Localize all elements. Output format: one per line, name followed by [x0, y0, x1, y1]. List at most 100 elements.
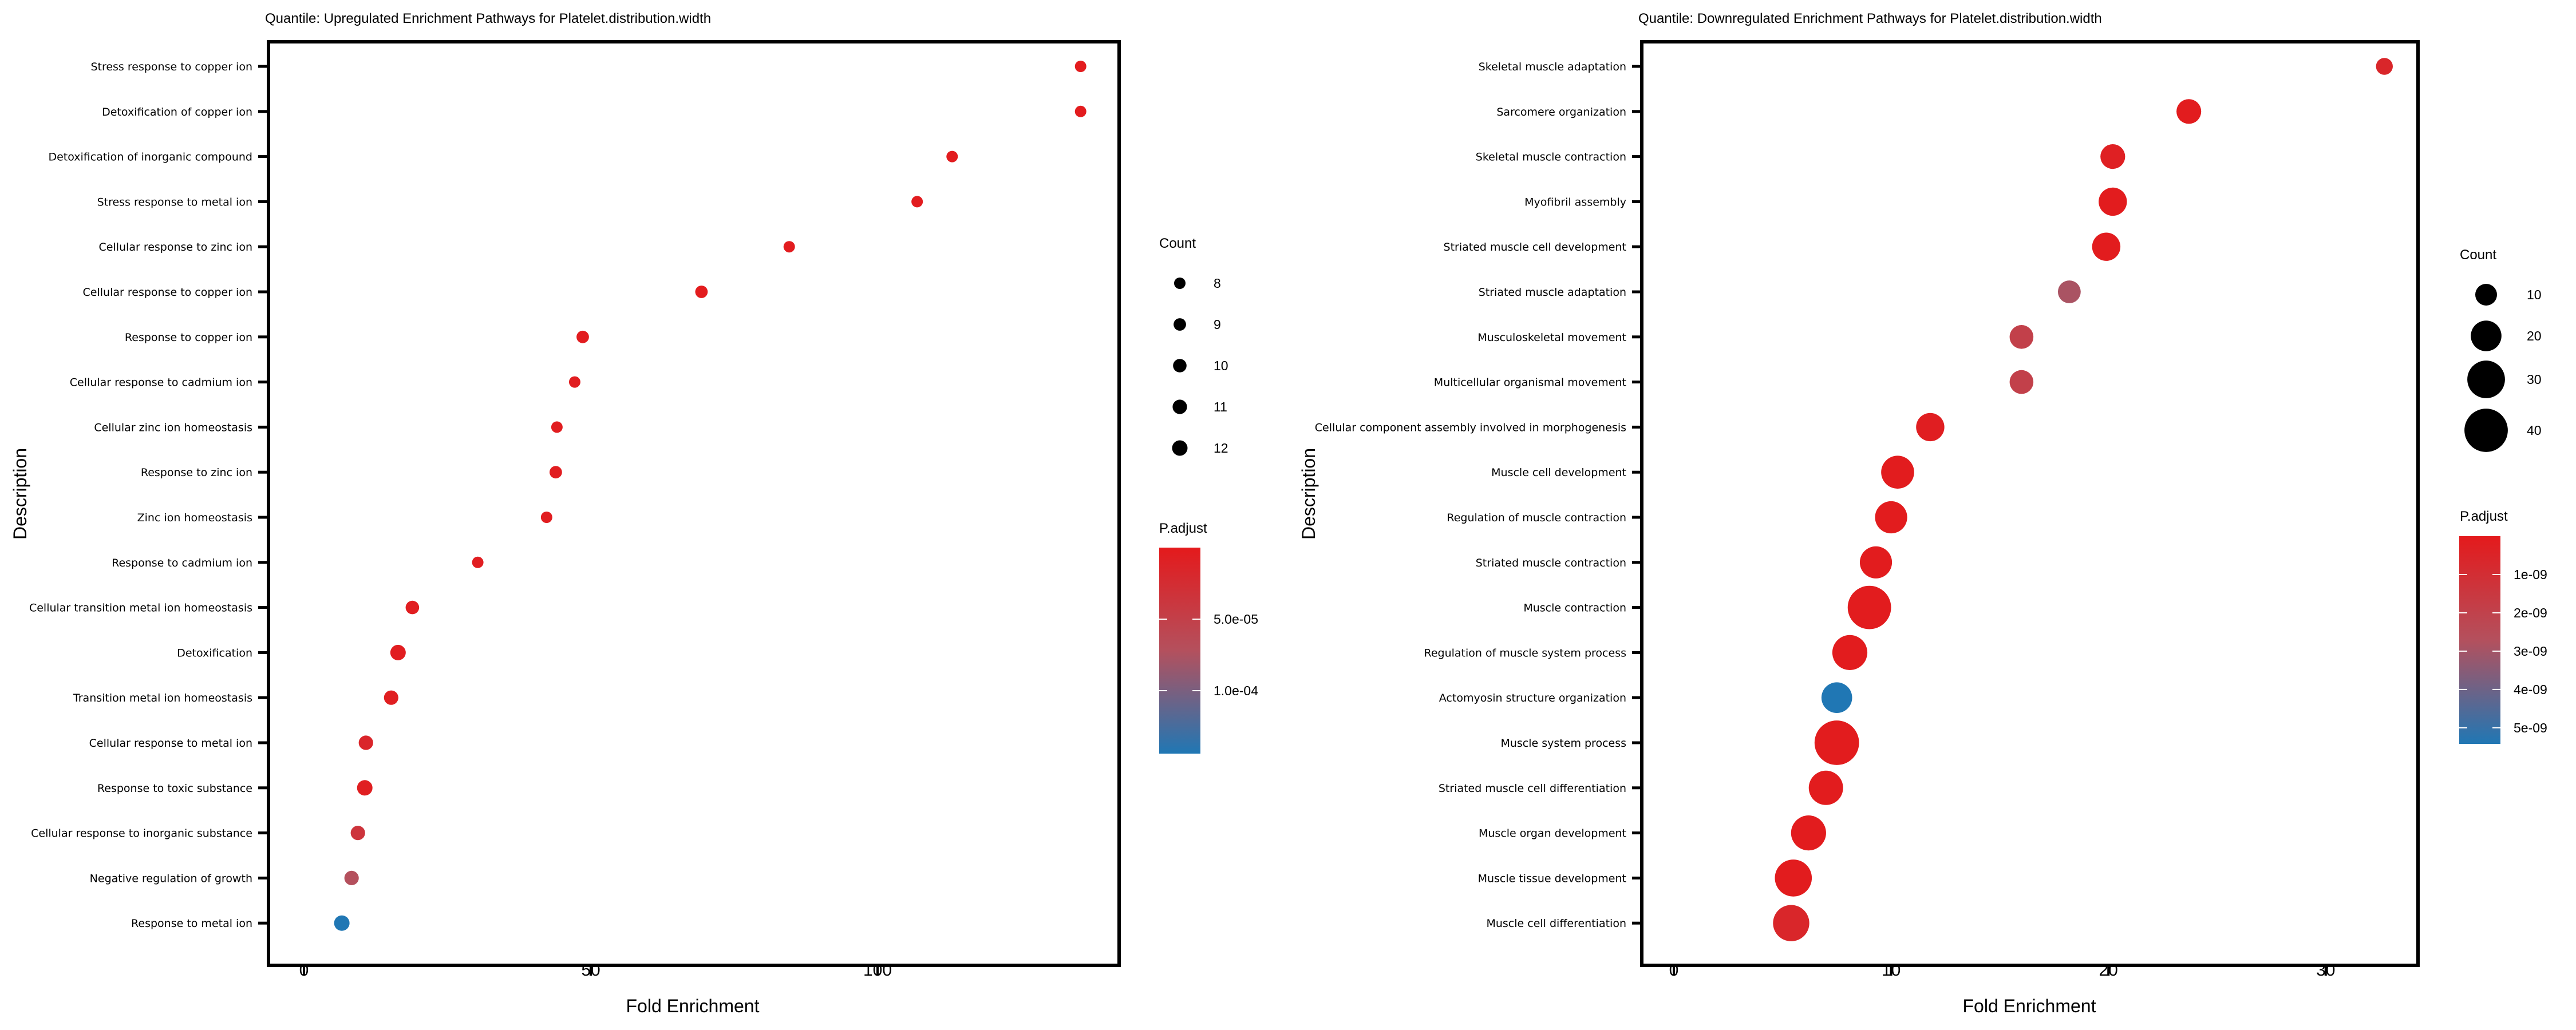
data-point — [1875, 501, 1907, 534]
data-point — [540, 512, 552, 523]
colorbar — [2459, 536, 2500, 744]
y-tick-label: Multicellular organismal movement — [1434, 377, 1626, 389]
y-tick-label: Regulation of muscle system process — [1424, 647, 1627, 659]
data-point — [344, 870, 359, 885]
data-point — [2100, 144, 2125, 169]
x-tick-label: 30 — [2316, 961, 2335, 980]
y-tick-label: Muscle cell differentiation — [1486, 917, 1626, 930]
y-tick-label: Cellular response to metal ion — [89, 737, 252, 750]
size-legend-label: 30 — [2527, 372, 2542, 387]
data-point — [358, 735, 373, 750]
colorbar — [1159, 548, 1200, 754]
x-tick-label: 0 — [299, 961, 309, 980]
data-point — [334, 915, 350, 931]
downregulated-panel: Quantile: Downregulated Enrichment Pathw… — [1298, 11, 2547, 1016]
y-tick-label: Stress response to copper ion — [90, 61, 252, 73]
size-legend-key — [1174, 318, 1186, 331]
size-legend-title: Count — [1159, 236, 1196, 251]
data-point — [1881, 455, 1914, 489]
data-point — [1814, 720, 1859, 765]
colorbar-tick-label: 5e-09 — [2514, 720, 2547, 735]
data-point — [1916, 413, 1945, 442]
data-point — [946, 150, 958, 163]
y-tick-label: Striated muscle contraction — [1476, 557, 1626, 569]
x-tick-label: 20 — [2099, 961, 2118, 980]
y-tick-label: Zinc ion homeostasis — [137, 512, 252, 524]
data-point — [384, 690, 398, 705]
y-tick-label: Striated muscle cell differentiation — [1439, 782, 1626, 795]
data-point — [2376, 58, 2393, 75]
chart-title: Quantile: Downregulated Enrichment Pathw… — [1638, 11, 2102, 26]
data-point — [350, 826, 365, 841]
y-tick-label: Detoxification of inorganic compound — [48, 151, 252, 164]
colorbar-tick-label: 5.0e-05 — [1214, 612, 1258, 627]
y-tick-label: Detoxification — [177, 647, 252, 659]
x-tick-label: 100 — [863, 961, 892, 980]
y-ticks — [258, 65, 267, 925]
size-legend-label: 40 — [2527, 423, 2542, 438]
y-axis-title: Description — [10, 448, 30, 540]
data-point — [2092, 232, 2121, 261]
y-tick-labels: Stress response to copper ion Detoxificat… — [29, 61, 252, 930]
colorbar-tick-label: 1e-09 — [2514, 567, 2547, 582]
x-tick-label: 10 — [1882, 961, 1901, 980]
y-tick-label: Cellular transition metal ion homeostasi… — [29, 602, 252, 615]
size-legend-label: 20 — [2527, 328, 2542, 343]
colorbar-tick-label: 4e-09 — [2514, 682, 2547, 697]
data-point — [2009, 325, 2034, 349]
data-point — [472, 556, 484, 568]
plot-border — [267, 40, 1121, 967]
data-point — [1821, 682, 1852, 713]
size-legend-key — [1173, 359, 1187, 373]
size-legend-label: 10 — [1214, 358, 1228, 373]
x-tick-label: 50 — [581, 961, 600, 980]
y-tick-label: Muscle contraction — [1523, 602, 1626, 615]
y-ticks — [1632, 65, 1640, 925]
color-legend: P.adjust 5.0e-05 1.0e-04 — [1159, 521, 1258, 754]
colorbar-tick-label: 3e-09 — [2514, 644, 2547, 659]
size-legend-label: 11 — [1214, 399, 1227, 414]
y-tick-label: Cellular response to cadmium ion — [70, 377, 252, 389]
data-point — [549, 466, 562, 479]
size-legend: Count 8 9 10 11 12 — [1159, 236, 1228, 456]
y-tick-labels: Skeletal muscle adaptation Sarcomere orga… — [1315, 61, 1626, 930]
size-legend-key — [2464, 409, 2508, 452]
y-tick-label: Skeletal muscle contraction — [1476, 151, 1626, 164]
data-point — [2176, 99, 2202, 124]
size-legend-key — [1172, 440, 1188, 456]
size-legend-key — [1174, 278, 1186, 289]
y-tick-label: Regulation of muscle contraction — [1447, 512, 1626, 524]
chart-title: Quantile: Upregulated Enrichment Pathway… — [265, 11, 711, 26]
size-legend-label: 12 — [1214, 441, 1228, 455]
x-axis: 0 10 20 30 — [1669, 961, 2336, 980]
y-tick-label: Cellular response to inorganic substance — [31, 827, 252, 840]
size-legend: Count 10 20 30 40 — [2460, 247, 2542, 452]
colorbar-tick-label: 2e-09 — [2514, 605, 2547, 620]
size-legend-label: 10 — [2527, 287, 2542, 302]
colorbar-tick-label: 1.0e-04 — [1214, 683, 1258, 698]
y-tick-label: Detoxification of copper ion — [102, 106, 252, 118]
data-point — [357, 780, 373, 796]
y-tick-label: Striated muscle adaptation — [1479, 286, 1626, 299]
x-axis: 0 50 100 — [299, 961, 892, 980]
data-point — [2009, 370, 2034, 394]
data-point — [1775, 859, 1812, 897]
data-point — [1847, 585, 1891, 629]
data-point — [576, 330, 589, 343]
y-tick-label: Cellular response to copper ion — [83, 286, 252, 299]
color-legend-title: P.adjust — [2460, 509, 2508, 524]
data-point — [1808, 770, 1843, 805]
y-tick-label: Response to copper ion — [125, 331, 252, 344]
y-tick-label: Response to toxic substance — [97, 782, 252, 795]
size-legend-label: 9 — [1214, 317, 1221, 332]
data-point — [1791, 815, 1826, 851]
data-point — [783, 241, 795, 253]
size-legend-label: 8 — [1214, 276, 1221, 291]
y-tick-label: Muscle organ development — [1479, 827, 1626, 840]
size-legend-key — [2475, 284, 2497, 306]
y-tick-label: Transition metal ion homeostasis — [73, 692, 252, 704]
data-points — [334, 61, 1086, 931]
data-point — [390, 644, 406, 660]
y-tick-label: Actomyosin structure organization — [1439, 692, 1626, 704]
